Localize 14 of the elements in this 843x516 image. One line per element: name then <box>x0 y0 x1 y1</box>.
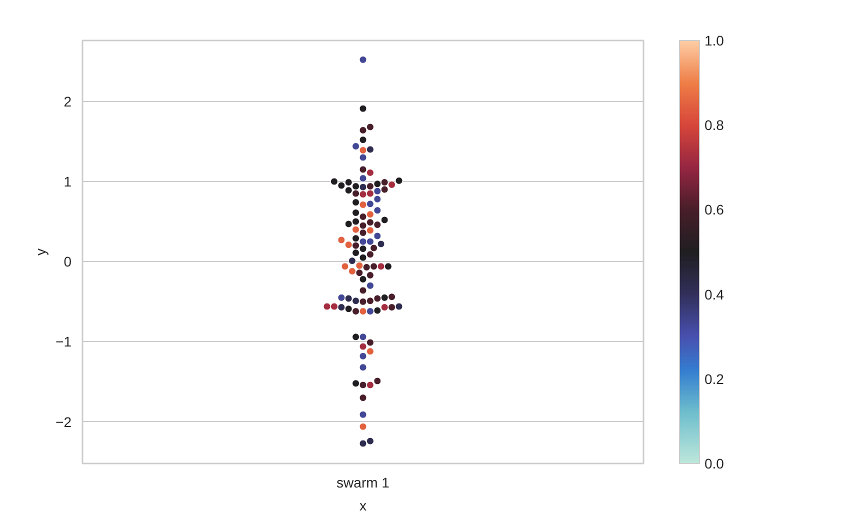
y-tick-label: −2 <box>56 414 72 430</box>
x-axis-title: x <box>360 498 366 514</box>
y-tick-label: −1 <box>56 334 72 350</box>
color-bar-label: 0.4 <box>704 286 724 302</box>
y-axis-title: y <box>32 248 49 256</box>
color-bar-label: 0.2 <box>704 370 724 387</box>
y-tick-label: 2 <box>64 93 72 110</box>
color-bar-label: 1.0 <box>704 32 724 48</box>
y-tick-label: 0 <box>64 254 72 270</box>
color-bar-label: 0.8 <box>704 117 724 134</box>
color-bar-label: 0.6 <box>704 202 724 218</box>
color-bar-label: 0.0 <box>704 456 724 472</box>
y-tick-label: 1 <box>64 174 72 190</box>
x-tick-label: swarm 1 <box>336 474 390 490</box>
